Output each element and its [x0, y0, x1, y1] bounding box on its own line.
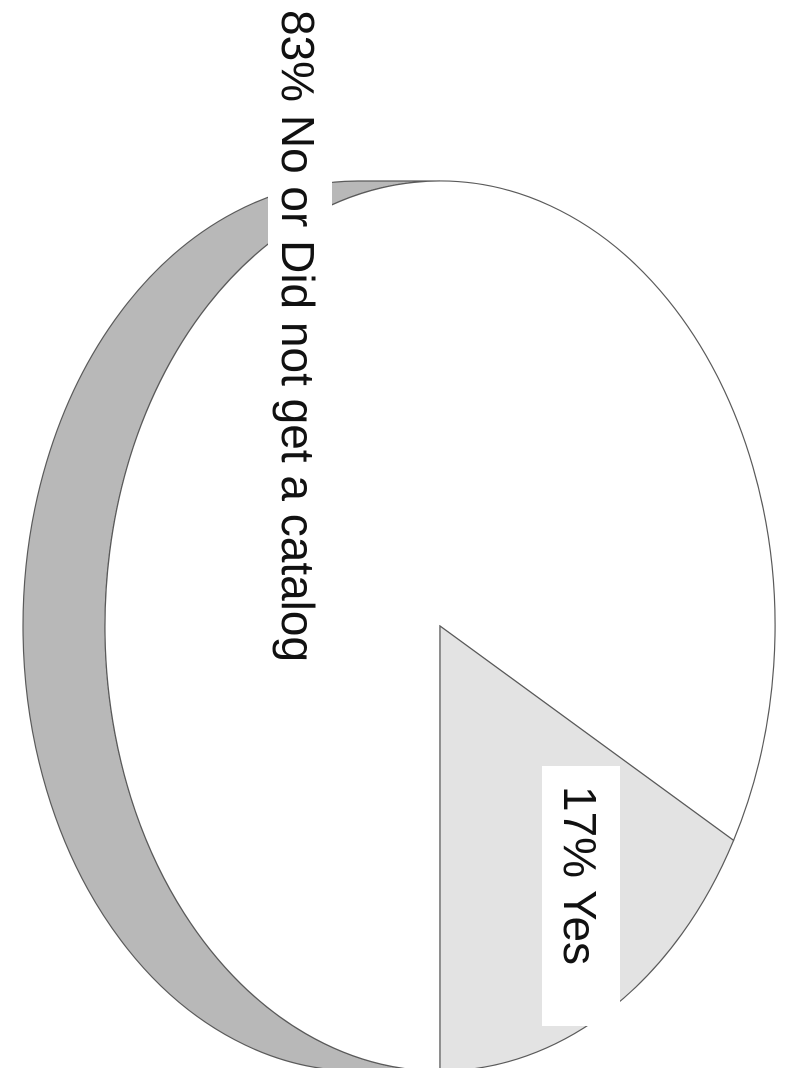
label-no: 83% No or Did not get a catalog: [272, 10, 324, 662]
label-yes: 17% Yes: [554, 786, 606, 965]
